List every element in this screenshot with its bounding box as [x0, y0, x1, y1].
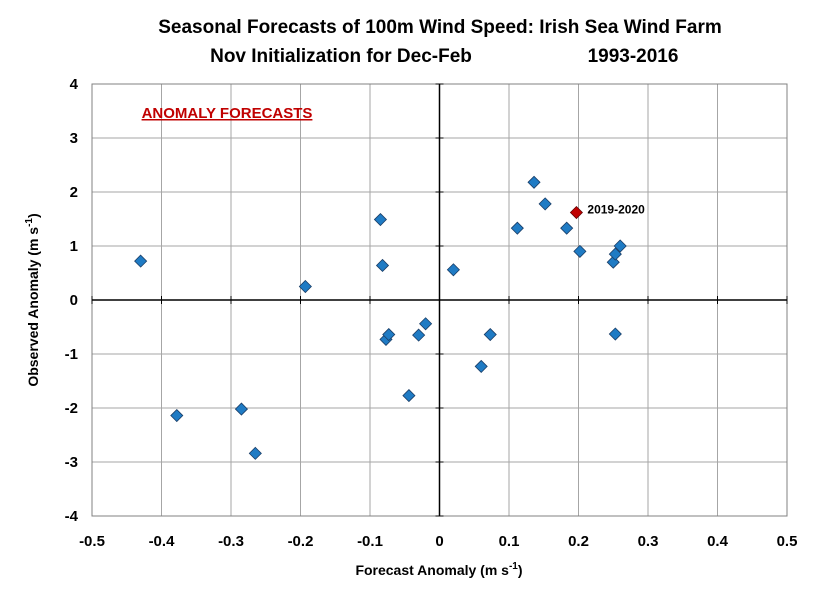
x-tick-label: -0.1 — [357, 533, 383, 550]
anomaly-forecasts-label: ANOMALY FORECASTS — [142, 105, 313, 122]
data-point — [613, 239, 627, 253]
chart-title-line1: Seasonal Forecasts of 100m Wind Speed: I… — [158, 17, 722, 38]
data-point — [234, 402, 248, 416]
data-point — [560, 221, 574, 235]
data-point — [134, 254, 148, 268]
data-point — [608, 327, 622, 341]
x-axis-label-sup: -1 — [509, 561, 518, 572]
x-tick-labels: -0.5 -0.4 -0.3 -0.2 -0.1 0 0.1 0.2 0.3 0.4 0.5 — [79, 533, 797, 550]
highlight-point-label: 2019-2020 — [587, 203, 645, 217]
y-tick-label: 1 — [70, 238, 78, 255]
data-point — [608, 247, 622, 261]
x-tick-label: 0.5 — [777, 533, 798, 550]
y-tick-label: 4 — [70, 76, 79, 93]
y-axis-label-sup: -1 — [24, 218, 35, 227]
x-tick-label: -0.5 — [79, 533, 105, 550]
x-tick-label: 0.3 — [638, 533, 659, 550]
x-tick-label: -0.2 — [288, 533, 314, 550]
y-tick-label: -2 — [65, 400, 78, 417]
chart-title-line2-right: 1993-2016 — [588, 46, 679, 67]
y-tick-label: 0 — [70, 292, 78, 309]
x-tick-label: 0.2 — [568, 533, 589, 550]
data-point — [298, 279, 312, 294]
y-tick-label: -3 — [65, 454, 78, 471]
x-axis-label-end: ) — [518, 562, 523, 578]
y-axis-label-main: Observed Anomaly (m s — [25, 227, 41, 387]
data-point — [248, 446, 262, 460]
y-tick-label: -1 — [65, 346, 78, 363]
x-tick-label: 0 — [435, 533, 443, 550]
data-point — [538, 197, 552, 211]
data-point — [419, 317, 433, 331]
x-tick-label: -0.3 — [218, 533, 244, 550]
y-tick-label: 3 — [70, 130, 78, 147]
data-point — [412, 328, 426, 342]
data-point — [474, 359, 488, 373]
data-point — [446, 263, 460, 277]
x-tick-label: 0.1 — [499, 533, 520, 550]
y-tick-label: -4 — [65, 508, 79, 525]
x-tick-label: 0.4 — [707, 533, 729, 550]
zero-axes — [91, 83, 788, 517]
x-tick-label: -0.4 — [149, 533, 176, 550]
data-point — [170, 408, 184, 423]
data-point — [573, 244, 587, 258]
data-point — [373, 212, 387, 227]
data-point — [375, 258, 390, 273]
data-point — [510, 221, 524, 235]
y-axis-label: Observed Anomaly (m s-1) — [24, 213, 41, 386]
data-point — [402, 389, 416, 403]
data-point — [527, 175, 541, 189]
data-point — [483, 327, 497, 342]
data-points — [134, 175, 627, 460]
highlight-point — [569, 205, 583, 220]
y-axis-label-end: ) — [25, 213, 41, 218]
data-point — [382, 327, 396, 342]
y-tick-labels: 4 3 2 1 0 -1 -2 -3 -4 — [65, 76, 79, 525]
chart-title-line2-left: Nov Initialization for Dec-Feb — [210, 46, 472, 67]
x-axis-label: Forecast Anomaly (m s-1) — [355, 561, 522, 578]
x-axis-label-main: Forecast Anomaly (m s — [355, 562, 509, 578]
y-tick-label: 2 — [70, 184, 78, 201]
